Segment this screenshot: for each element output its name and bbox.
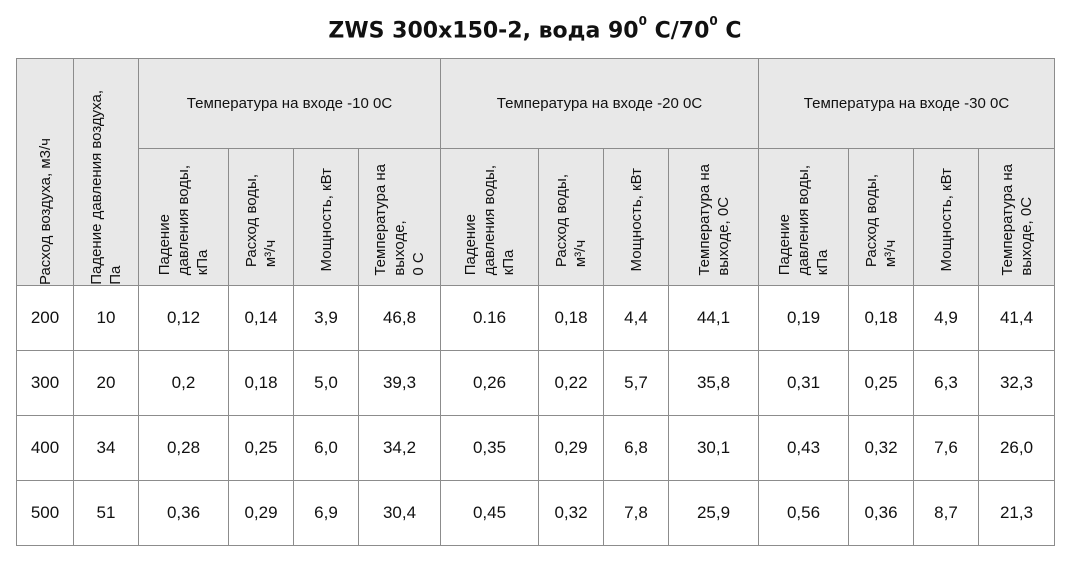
header-label: Мощность, кВт <box>627 168 645 272</box>
table-cell: 5,0 <box>293 350 359 416</box>
table-cell: 25,9 <box>668 480 759 546</box>
title-degree-2: 0 <box>709 14 718 28</box>
table-cell: 0,19 <box>758 285 849 351</box>
table-cell: 41,4 <box>978 285 1055 351</box>
header-outlet-temp-10: Температура на выходе, 0 С <box>358 148 441 286</box>
table-cell: 6,8 <box>603 415 669 481</box>
table-cell: 0,56 <box>758 480 849 546</box>
table-cell: 0,32 <box>538 480 604 546</box>
header-label: Расход воды, м³/ч <box>553 173 589 267</box>
title-degree-1: 0 <box>638 14 647 28</box>
table-cell: 26,0 <box>978 415 1055 481</box>
header-label: Мощность, кВт <box>317 168 335 272</box>
header-air-pressure: Падение давления воздуха, Па <box>73 58 139 286</box>
table-cell: 0,29 <box>538 415 604 481</box>
table-row: 300 20 0,2 0,18 5,0 39,3 0,26 0,22 5,7 35,8 0,31 0,… <box>16 350 1055 416</box>
page-title: ZWS 300x150-2, вода 900 С/700 С <box>0 14 1070 44</box>
header-water-flow-20: Расход воды, м³/ч <box>538 148 604 286</box>
header-group-20: Температура на входе -20 0С <box>440 57 759 150</box>
table-cell: 30,1 <box>668 415 759 481</box>
table-cell: 21,3 <box>978 480 1055 546</box>
table-cell: 30,4 <box>358 480 441 546</box>
table-cell: 0,14 <box>228 285 294 351</box>
header-label: Мощность, кВт <box>937 168 955 272</box>
table-cell: 3,9 <box>293 285 359 351</box>
header-outlet-temp-30: Температура на выходе, 0С <box>978 148 1055 286</box>
table-cell: 34 <box>73 415 139 481</box>
table-body: 200 10 0,12 0,14 3,9 46,8 0.16 0,18 4,4 44,1 0,19 0… <box>16 285 1055 546</box>
table-cell: 32,3 <box>978 350 1055 416</box>
title-text-2: С/70 <box>646 18 710 44</box>
header-air-flow: Расход воздуха, м3/ч <box>16 58 74 286</box>
table-cell: 39,3 <box>358 350 441 416</box>
table-cell: 34,2 <box>358 415 441 481</box>
table-cell: 0,45 <box>440 480 539 546</box>
table-cell: 400 <box>16 415 74 481</box>
table-cell: 0,31 <box>758 350 849 416</box>
table-cell: 10 <box>73 285 139 351</box>
table-cell: 0,36 <box>138 480 229 546</box>
table-cell: 0.16 <box>440 285 539 351</box>
table-cell: 0,18 <box>228 350 294 416</box>
table-cell: 46,8 <box>358 285 441 351</box>
header-water-pressure-10: Падение давления воды, кПа <box>138 148 229 286</box>
header-label: Температура на выходе, 0С <box>998 164 1035 277</box>
header-air-pressure-label: Падение давления воздуха, Па <box>88 90 124 285</box>
table-cell: 6,3 <box>913 350 979 416</box>
table-cell: 0,2 <box>138 350 229 416</box>
table-row: 400 34 0,28 0,25 6,0 34,2 0,35 0,29 6,8 30,1 0,43 0… <box>16 415 1055 481</box>
header-label: Температура на выходе, 0С <box>695 164 732 277</box>
table-row: 200 10 0,12 0,14 3,9 46,8 0.16 0,18 4,4 44,1 0,19 0… <box>16 285 1055 351</box>
header-label: Падение давления воды, кПа <box>462 165 517 276</box>
header-outlet-temp-20: Температура на выходе, 0С <box>668 148 759 286</box>
table-cell: 0,22 <box>538 350 604 416</box>
table-cell: 300 <box>16 350 74 416</box>
header-water-pressure-20: Падение давления воды, кПа <box>440 148 539 286</box>
table-cell: 200 <box>16 285 74 351</box>
table-cell: 0,36 <box>848 480 914 546</box>
header-water-flow-10: Расход воды, м³/ч <box>228 148 294 286</box>
table-cell: 20 <box>73 350 139 416</box>
table-cell: 7,6 <box>913 415 979 481</box>
table-cell: 0,35 <box>440 415 539 481</box>
header-air-flow-label: Расход воздуха, м3/ч <box>36 137 54 285</box>
table-cell: 0,18 <box>848 285 914 351</box>
table-cell: 51 <box>73 480 139 546</box>
header-label: Температура на выходе, 0 С <box>372 164 427 277</box>
table-cell: 6,0 <box>293 415 359 481</box>
table-cell: 4,4 <box>603 285 669 351</box>
header-label: Расход воды, м³/ч <box>863 173 899 267</box>
header-water-flow-30: Расход воды, м³/ч <box>848 148 914 286</box>
header-label: Падение давления воды, кПа <box>776 165 831 276</box>
table-cell: 0,18 <box>538 285 604 351</box>
table-cell: 0,25 <box>228 415 294 481</box>
table-cell: 4,9 <box>913 285 979 351</box>
table-cell: 5,7 <box>603 350 669 416</box>
header-label: Расход воды, м³/ч <box>243 173 279 267</box>
table-cell: 0,25 <box>848 350 914 416</box>
header-group-10: Температура на входе -10 0С <box>138 57 441 150</box>
title-text-1: ZWS 300x150-2, вода 90 <box>328 18 639 44</box>
table-cell: 0,26 <box>440 350 539 416</box>
table-cell: 44,1 <box>668 285 759 351</box>
header-power-30: Мощность, кВт <box>913 148 979 286</box>
header-power-10: Мощность, кВт <box>293 148 359 286</box>
table-cell: 0,43 <box>758 415 849 481</box>
header-water-pressure-30: Падение давления воды, кПа <box>758 148 849 286</box>
title-text-3: С <box>717 18 742 44</box>
header-power-20: Мощность, кВт <box>603 148 669 286</box>
heater-performance-table: Расход воздуха, м3/ч Падение давления во… <box>16 57 1055 546</box>
table-cell: 8,7 <box>913 480 979 546</box>
table-cell: 6,9 <box>293 480 359 546</box>
table-cell: 0,12 <box>138 285 229 351</box>
header-group-30: Температура на входе -30 0С <box>758 57 1055 150</box>
table-row: 500 51 0,36 0,29 6,9 30,4 0,45 0,32 7,8 25,9 0,56 0… <box>16 480 1055 546</box>
table-cell: 0,32 <box>848 415 914 481</box>
table-cell: 0,29 <box>228 480 294 546</box>
table-cell: 0,28 <box>138 415 229 481</box>
header-label: Падение давления воды, кПа <box>156 165 211 276</box>
table-cell: 7,8 <box>603 480 669 546</box>
table-cell: 500 <box>16 480 74 546</box>
table-cell: 35,8 <box>668 350 759 416</box>
